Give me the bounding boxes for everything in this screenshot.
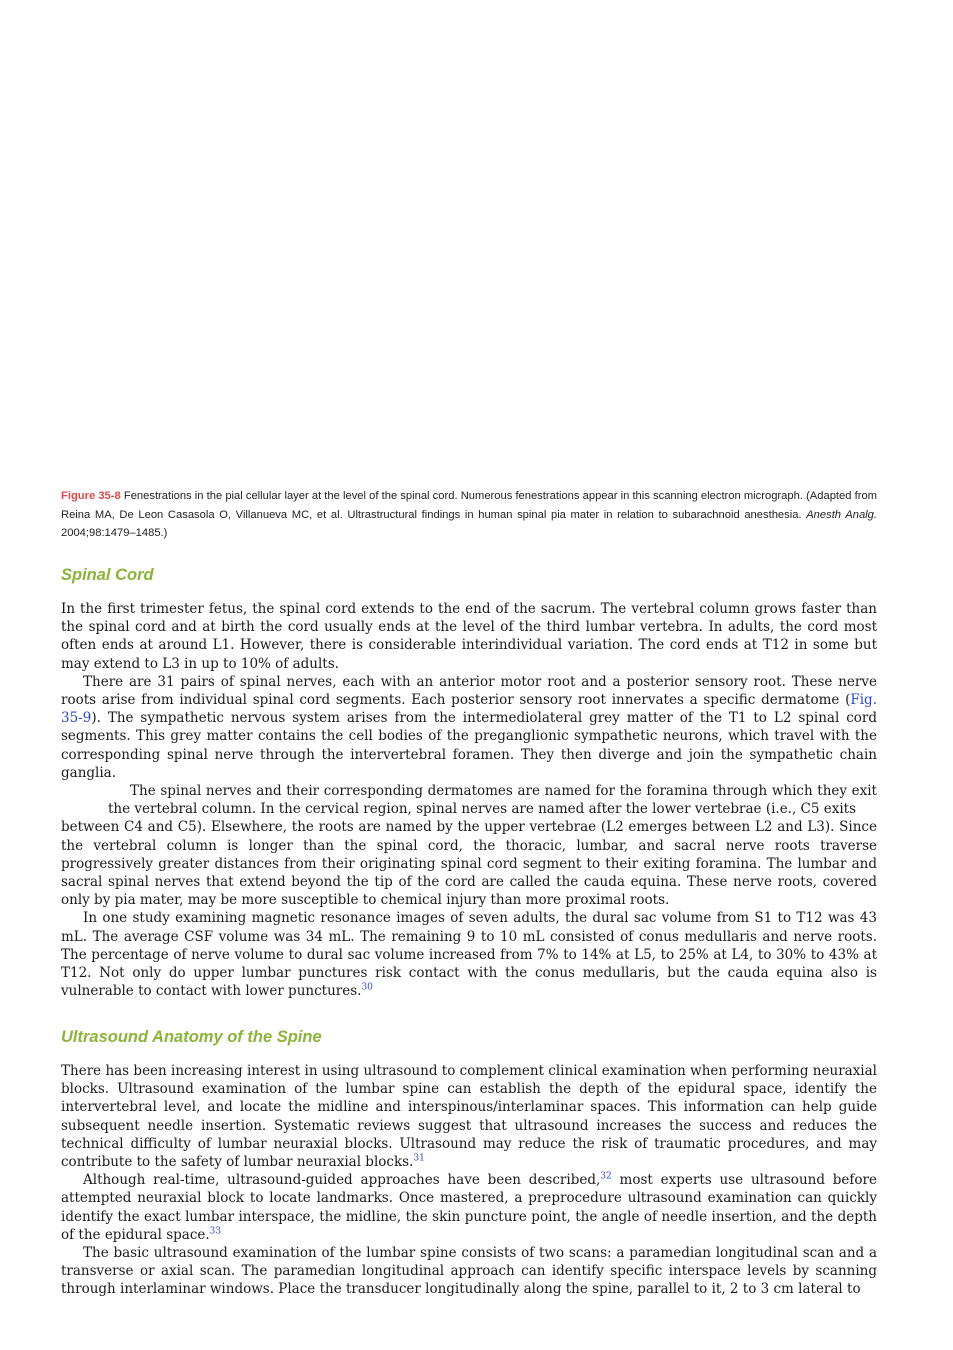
paragraph-first-lines: The spinal nerves and their correspondin… xyxy=(108,783,877,818)
reference-superscript[interactable]: 30 xyxy=(361,982,373,993)
paragraph-text: In one study examining magnetic resonanc… xyxy=(61,910,877,1000)
paragraph: Although real-time, ultrasound-guided ap… xyxy=(61,1171,877,1244)
reference-superscript[interactable]: 32 xyxy=(600,1171,612,1182)
section-heading-ultrasound-anatomy: Ultrasound Anatomy of the Spine xyxy=(61,1028,322,1046)
paragraph-text: There has been increasing interest in us… xyxy=(61,1063,877,1171)
paragraph: In the first trimester fetus, the spinal… xyxy=(61,601,877,672)
section-heading-spinal-cord: Spinal Cord xyxy=(61,566,154,584)
paragraph: The spinal nerves and their correspondin… xyxy=(61,782,877,909)
paragraph-text: There are 31 pairs of spinal nerves, eac… xyxy=(61,673,877,709)
paragraph: There are 31 pairs of spinal nerves, eac… xyxy=(61,673,877,782)
paragraph-text: between C4 and C5). Elsewhere, the roots… xyxy=(61,819,877,909)
paragraph-text: ). The sympathetic nervous system arises… xyxy=(61,710,877,781)
paragraph-text: most experts use ultrasound before attem… xyxy=(61,1172,877,1243)
reference-superscript[interactable]: 33 xyxy=(209,1226,222,1237)
section-body-spinal-cord: In the first trimester fetus, the spinal… xyxy=(61,600,877,1000)
figure-image-area xyxy=(61,20,877,480)
caption-journal: Anesth Analg. xyxy=(806,508,877,521)
figure-caption: Figure 35-8 Fenestrations in the pial ce… xyxy=(61,487,877,543)
reference-superscript[interactable]: 31 xyxy=(413,1153,425,1164)
paragraph: The basic ultrasound examination of the … xyxy=(61,1245,877,1298)
paragraph: In one study examining magnetic resonanc… xyxy=(61,909,877,1000)
caption-text: Fenestrations in the pial cellular layer… xyxy=(61,490,877,521)
figure-reference-link[interactable]: Fig. 35-9 xyxy=(61,692,877,727)
caption-citation: 2004;98:1479–1485.) xyxy=(61,527,168,539)
paragraph: There has been increasing interest in us… xyxy=(61,1062,877,1171)
figure-label: Figure 35-8 xyxy=(61,490,121,502)
paragraph-text: Although real-time, ultrasound-guided ap… xyxy=(83,1172,601,1189)
section-body-ultrasound-anatomy: There has been increasing interest in us… xyxy=(61,1062,877,1299)
